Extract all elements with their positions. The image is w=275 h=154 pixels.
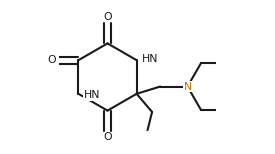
Text: HN: HN [142,54,158,64]
Text: O: O [47,55,56,65]
Text: HN: HN [84,90,100,100]
Text: O: O [103,12,112,22]
Text: O: O [103,132,112,142]
Text: N: N [183,81,192,91]
